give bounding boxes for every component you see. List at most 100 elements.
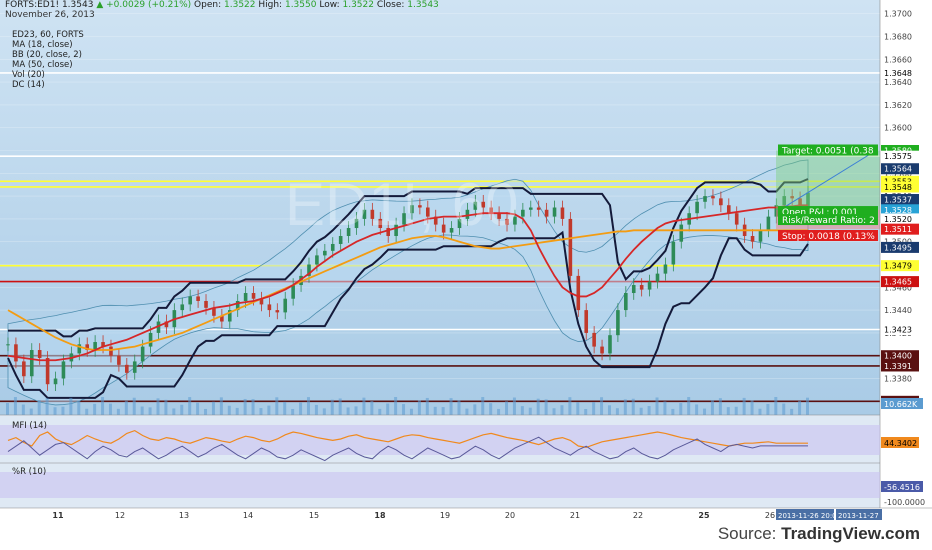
candle-body bbox=[338, 236, 343, 244]
trade-stop-text: Stop: 0.0018 (0.13% bbox=[782, 232, 875, 242]
candle-body bbox=[552, 207, 557, 217]
date-box-text: 2013-11-26 20:0 bbox=[778, 512, 837, 520]
donchian-lower bbox=[7, 230, 809, 399]
candle-body bbox=[647, 281, 652, 290]
candle-body bbox=[695, 201, 699, 214]
price-label: 1.3548 bbox=[884, 183, 912, 192]
volume-bar bbox=[69, 397, 73, 415]
price-label-box bbox=[881, 150, 919, 162]
wr-label[interactable]: %R (10) bbox=[12, 467, 47, 477]
volume-bar bbox=[45, 398, 49, 415]
trade-zone[interactable]: Target: 0.0051 (0.38 Open P&L: 0.001Risk/… bbox=[776, 144, 880, 242]
candle-body bbox=[703, 196, 707, 202]
candle-body bbox=[489, 207, 493, 214]
trade-open-pnl-text: Open P&L: 0.001 bbox=[782, 208, 858, 218]
candle-body bbox=[726, 205, 731, 214]
candle-body bbox=[235, 300, 240, 311]
indicator-dc[interactable]: DC (14) bbox=[12, 80, 45, 90]
volume-bar bbox=[394, 397, 398, 415]
volume-bar bbox=[13, 397, 17, 415]
price-tick-label: 1.3700 bbox=[884, 10, 912, 19]
price-label: 1.3511 bbox=[884, 225, 912, 234]
volume-bar bbox=[148, 407, 152, 415]
volume-bar bbox=[758, 408, 762, 415]
volume-bar bbox=[774, 397, 778, 415]
candle-body bbox=[402, 213, 406, 225]
mfi-label[interactable]: MFI (14) bbox=[12, 421, 47, 431]
candle-body bbox=[45, 357, 50, 385]
volume-bar bbox=[132, 397, 136, 415]
trade-risk-reward[interactable]: Risk/Reward Ratio: 2 bbox=[778, 214, 878, 226]
candle-body bbox=[61, 361, 66, 379]
volume-bar bbox=[172, 408, 176, 415]
candle-body bbox=[536, 207, 541, 210]
high-value: 1.3550 bbox=[284, 0, 317, 10]
volume-bar bbox=[687, 397, 691, 415]
high-label: High: bbox=[258, 0, 283, 10]
volume-bar bbox=[196, 402, 200, 415]
volume-bar bbox=[766, 403, 770, 415]
volume-bar bbox=[53, 407, 57, 415]
trade-risk-reward-text: Risk/Reward Ratio: 2 bbox=[782, 216, 875, 226]
candle-body bbox=[592, 332, 596, 347]
x-tick-label: 11 bbox=[52, 511, 64, 520]
candle-body bbox=[53, 378, 58, 385]
price-tick-label: 1.3660 bbox=[884, 55, 912, 64]
wr-line bbox=[7, 436, 808, 462]
indicator-series-title[interactable]: ED23, 60, FORTS bbox=[12, 30, 84, 40]
volume-bar bbox=[61, 406, 65, 415]
candle-body bbox=[782, 196, 787, 206]
x-tick-label: 12 bbox=[115, 511, 125, 520]
indicator-ma18[interactable]: MA (18, close) bbox=[12, 40, 73, 50]
low-label: Low: bbox=[319, 0, 340, 10]
trade-stop[interactable]: Stop: 0.0018 (0.13% bbox=[778, 230, 878, 242]
price-label: 1.3423 bbox=[884, 325, 912, 334]
volume-bar bbox=[306, 397, 310, 415]
trade-target[interactable]: Target: 0.0051 (0.38 bbox=[778, 144, 878, 156]
x-tick-label: 15 bbox=[309, 511, 319, 520]
candle-body bbox=[528, 207, 533, 210]
price-label: 1.3495 bbox=[884, 243, 912, 252]
volume-bar bbox=[140, 406, 144, 415]
price-label-box bbox=[881, 260, 919, 272]
candle-body bbox=[378, 218, 383, 229]
volume-bar bbox=[505, 401, 509, 415]
candle-body bbox=[204, 300, 208, 308]
volume-bar bbox=[433, 406, 437, 415]
indicator-bb[interactable]: BB (20, close, 2) bbox=[12, 50, 82, 60]
candle-body bbox=[156, 321, 161, 333]
source-brand[interactable]: TradingView.com bbox=[781, 524, 920, 543]
candle-body bbox=[631, 285, 636, 294]
volume-bar bbox=[21, 404, 25, 415]
trade-target-text: Target: 0.0051 (0.38 bbox=[781, 146, 874, 156]
candle-body bbox=[394, 224, 398, 237]
candle-body bbox=[521, 209, 525, 217]
price-label-box bbox=[881, 360, 919, 372]
trade-open-pnl[interactable]: Open P&L: 0.001 bbox=[778, 206, 878, 218]
candle-body bbox=[481, 201, 486, 208]
candle-body bbox=[93, 342, 97, 351]
volume-bar bbox=[417, 400, 421, 415]
candle-body bbox=[505, 218, 509, 225]
candle-body bbox=[576, 275, 581, 311]
volume-bar bbox=[338, 398, 342, 415]
price-label-box bbox=[881, 323, 919, 335]
wr-band bbox=[0, 472, 880, 498]
volume-bar bbox=[124, 400, 128, 415]
volume-bars bbox=[6, 397, 809, 415]
candle-body bbox=[639, 285, 644, 290]
volume-bar bbox=[378, 408, 382, 415]
watermark: ED1!, 60 bbox=[285, 171, 518, 238]
price-label: 1.3391 bbox=[884, 362, 912, 371]
x-tick-label: 19 bbox=[440, 511, 450, 520]
candle-body bbox=[758, 230, 763, 242]
source-prefix: Source: bbox=[717, 524, 782, 543]
indicator-vol[interactable]: Vol (20) bbox=[12, 70, 45, 80]
volume-bar bbox=[211, 401, 215, 415]
symbol-name[interactable]: FORTS:ED1! bbox=[5, 0, 60, 10]
indicator-ma50[interactable]: MA (50, close) bbox=[12, 60, 73, 70]
price-label-box bbox=[881, 144, 919, 156]
volume-bar bbox=[631, 398, 635, 415]
candle-body bbox=[14, 344, 18, 362]
